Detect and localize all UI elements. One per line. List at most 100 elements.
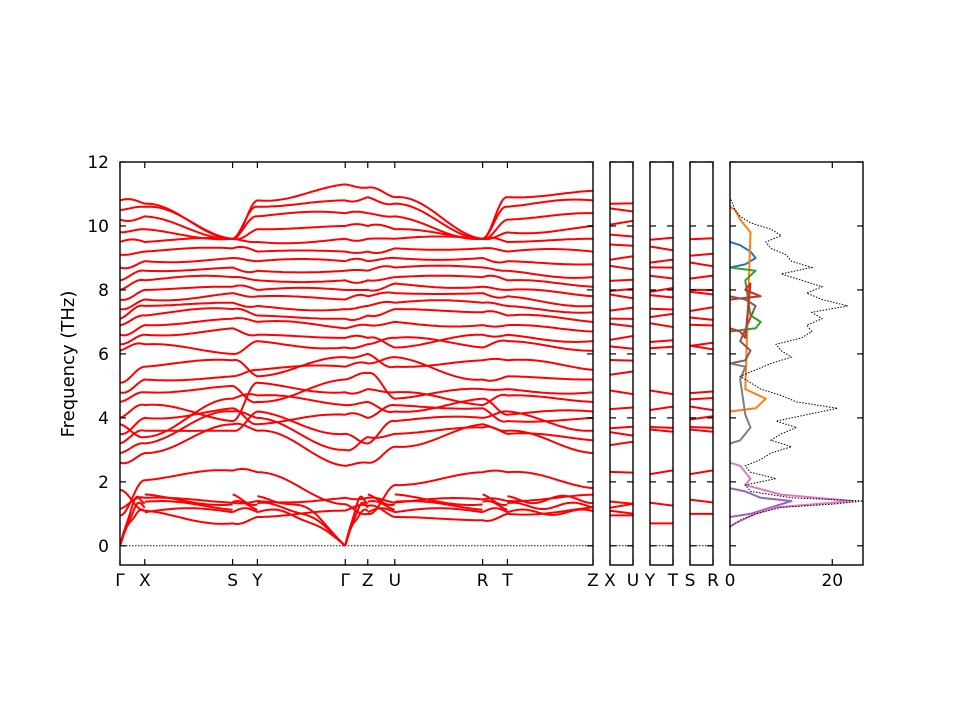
band-branch [650, 258, 673, 264]
band-branch [690, 428, 713, 433]
acoustic-branch [144, 493, 233, 506]
band-branch [610, 322, 633, 328]
acoustic-branch [482, 500, 508, 511]
band-branch [690, 426, 713, 429]
acoustic-branch [232, 493, 258, 506]
band-branch [690, 390, 713, 395]
y-axis-label: Frequency (THz) [58, 291, 79, 438]
acoustic-branch [482, 493, 508, 506]
band-branch [120, 410, 593, 455]
band-branch [120, 246, 593, 256]
band-branch [120, 274, 593, 291]
acoustic-branch [144, 507, 233, 514]
band-branch [610, 287, 633, 292]
band-branch [690, 306, 713, 313]
band-branch [610, 502, 633, 509]
projected-dos-curve [730, 241, 757, 269]
band-branch [650, 322, 673, 328]
band-branch [650, 287, 673, 293]
band-branch [610, 243, 633, 247]
high-symmetry-label: S [685, 571, 696, 591]
band-branch [650, 274, 673, 280]
y-tick-label: 12 [87, 153, 109, 173]
panel-frame [119, 161, 594, 566]
band-branch [120, 493, 593, 510]
acoustic-branch [257, 508, 346, 547]
projected-dos-curve [730, 362, 752, 445]
band-branch [690, 274, 713, 280]
acoustic-branch [394, 493, 483, 506]
high-symmetry-label: T [501, 571, 513, 591]
y-axis: Frequency (THz) 0 2 4 6 8 10 12 [58, 153, 109, 557]
panel-frame [649, 161, 674, 566]
band-branch [690, 469, 713, 476]
band-branch [650, 345, 673, 350]
band-branch [610, 509, 633, 515]
band-branch [690, 237, 713, 241]
dos-lines [730, 197, 863, 528]
band-branch [120, 282, 593, 301]
high-symmetry-label: Γ [115, 571, 125, 591]
acoustic-branch [257, 495, 346, 547]
band-lines [610, 202, 633, 547]
high-symmetry-label: T [667, 571, 679, 591]
band-branch [650, 294, 673, 299]
projected-dos-curve [730, 461, 854, 528]
band-branch [610, 500, 633, 505]
band-branch [610, 389, 633, 396]
band-branch [120, 210, 593, 240]
band-branch [650, 236, 673, 241]
acoustic-branch [120, 495, 145, 547]
band-branch [610, 219, 633, 226]
y-tick-label: 6 [98, 345, 109, 365]
y-tick-label: 4 [98, 409, 109, 429]
band-branch [120, 404, 593, 436]
high-symmetry-label: Γ [340, 571, 350, 591]
band-branch [690, 396, 713, 401]
band-branch [610, 207, 633, 213]
high-symmetry-label: S [227, 571, 238, 591]
band-branch [650, 307, 673, 311]
band-branch [120, 468, 593, 517]
band-branch [610, 425, 633, 430]
band-branch [120, 488, 593, 525]
high-symmetry-label: X [139, 571, 151, 591]
band-branch [610, 278, 633, 282]
band-branch [650, 245, 673, 252]
band-branch [690, 290, 713, 296]
panel-frame [689, 161, 714, 566]
band-branch [650, 501, 673, 507]
band-branch [610, 293, 633, 300]
band-branch [120, 327, 593, 349]
band-branch [120, 235, 593, 245]
band-branch [120, 307, 593, 327]
band-branch [120, 264, 593, 282]
high-symmetry-label: Z [362, 571, 374, 591]
high-symmetry-label: Z [587, 571, 599, 591]
band-branch [610, 345, 633, 350]
y-tick-label: 8 [98, 281, 109, 301]
band-branch [690, 341, 713, 347]
band-branch [120, 183, 593, 240]
y-tick-label: 0 [98, 537, 109, 557]
band-branch [650, 428, 673, 433]
band-lines [690, 237, 713, 547]
projected-dos-curve [730, 295, 757, 365]
band-branch [610, 370, 633, 376]
projected-dos-curve [730, 282, 762, 339]
high-symmetry-label: U [627, 571, 639, 591]
high-symmetry-label: Y [644, 571, 656, 591]
band-branch [610, 255, 633, 261]
band-branch [610, 406, 633, 411]
band-lines [120, 183, 593, 547]
projected-dos-curve [730, 487, 793, 518]
band-branch [120, 299, 593, 320]
band-branch [120, 317, 593, 337]
dos-panel: 0 20 [725, 161, 864, 591]
band-branch [610, 233, 633, 238]
